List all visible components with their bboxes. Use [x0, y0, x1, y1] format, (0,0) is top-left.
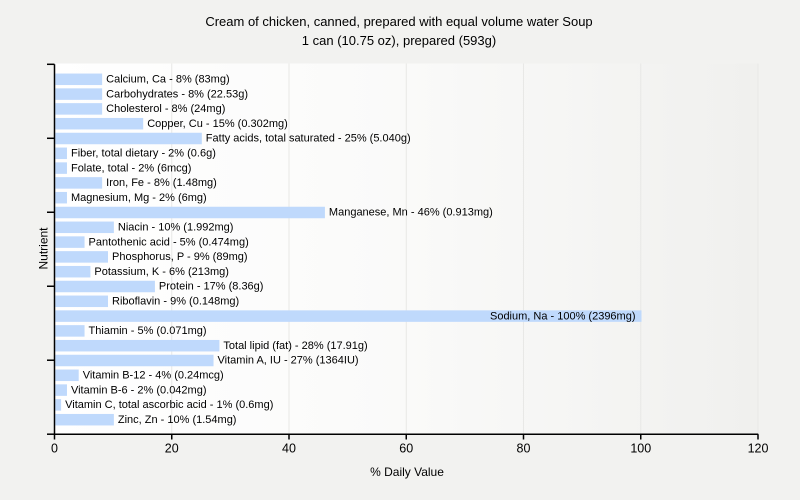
svg-text:Copper, Cu - 15% (0.302mg): Copper, Cu - 15% (0.302mg)	[147, 118, 288, 130]
svg-text:Magnesium, Mg - 2% (6mg): Magnesium, Mg - 2% (6mg)	[71, 192, 207, 204]
svg-text:Zinc, Zn - 10% (1.54mg): Zinc, Zn - 10% (1.54mg)	[118, 414, 237, 426]
svg-text:Vitamin B-6 - 2% (0.042mg): Vitamin B-6 - 2% (0.042mg)	[71, 384, 207, 396]
svg-text:120: 120	[748, 442, 769, 456]
svg-text:Vitamin A, IU - 27% (1364IU): Vitamin A, IU - 27% (1364IU)	[218, 355, 359, 367]
svg-text:Manganese, Mn - 46% (0.913mg): Manganese, Mn - 46% (0.913mg)	[329, 207, 493, 219]
svg-text:Phosphorus, P - 9% (89mg): Phosphorus, P - 9% (89mg)	[112, 251, 248, 263]
svg-text:Carbohydrates - 8% (22.53g): Carbohydrates - 8% (22.53g)	[106, 88, 248, 100]
svg-text:0: 0	[51, 442, 58, 456]
svg-text:Pantothenic acid - 5% (0.474mg: Pantothenic acid - 5% (0.474mg)	[89, 236, 249, 248]
svg-text:Thiamin - 5% (0.071mg): Thiamin - 5% (0.071mg)	[89, 325, 207, 337]
svg-text:20: 20	[165, 442, 179, 456]
svg-text:Vitamin B-12 - 4% (0.24mcg): Vitamin B-12 - 4% (0.24mcg)	[83, 370, 224, 382]
svg-text:Vitamin C, total ascorbic acid: Vitamin C, total ascorbic acid - 1% (0.6…	[65, 399, 273, 411]
svg-text:Niacin - 10% (1.992mg): Niacin - 10% (1.992mg)	[118, 222, 234, 234]
svg-text:Cream of chicken, canned, prep: Cream of chicken, canned, prepared with …	[205, 14, 592, 29]
svg-text:Fatty acids, total saturated -: Fatty acids, total saturated - 25% (5.04…	[206, 133, 411, 145]
svg-text:Nutrient: Nutrient	[37, 227, 51, 270]
svg-text:100: 100	[630, 442, 651, 456]
svg-text:40: 40	[282, 442, 296, 456]
svg-text:Protein - 17% (8.36g): Protein - 17% (8.36g)	[159, 281, 264, 293]
svg-text:Iron, Fe - 8% (1.48mg): Iron, Fe - 8% (1.48mg)	[106, 177, 217, 189]
svg-text:Calcium, Ca - 8% (83mg): Calcium, Ca - 8% (83mg)	[106, 74, 229, 86]
svg-text:% Daily Value: % Daily Value	[370, 465, 444, 479]
svg-text:Riboflavin - 9% (0.148mg): Riboflavin - 9% (0.148mg)	[112, 296, 239, 308]
svg-text:Fiber, total dietary - 2% (0.6: Fiber, total dietary - 2% (0.6g)	[71, 148, 216, 160]
svg-text:80: 80	[517, 442, 531, 456]
svg-text:Folate, total - 2% (6mcg): Folate, total - 2% (6mcg)	[71, 162, 191, 174]
svg-text:Potassium, K - 6% (213mg): Potassium, K - 6% (213mg)	[94, 266, 229, 278]
svg-text:60: 60	[399, 442, 413, 456]
svg-text:Sodium, Na - 100% (2396mg): Sodium, Na - 100% (2396mg)	[490, 310, 636, 322]
svg-text:1 can (10.75 oz), prepared (59: 1 can (10.75 oz), prepared (593g)	[302, 33, 496, 48]
svg-text:Total lipid (fat) - 28% (17.91: Total lipid (fat) - 28% (17.91g)	[223, 340, 367, 352]
svg-text:Cholesterol - 8% (24mg): Cholesterol - 8% (24mg)	[106, 103, 225, 115]
